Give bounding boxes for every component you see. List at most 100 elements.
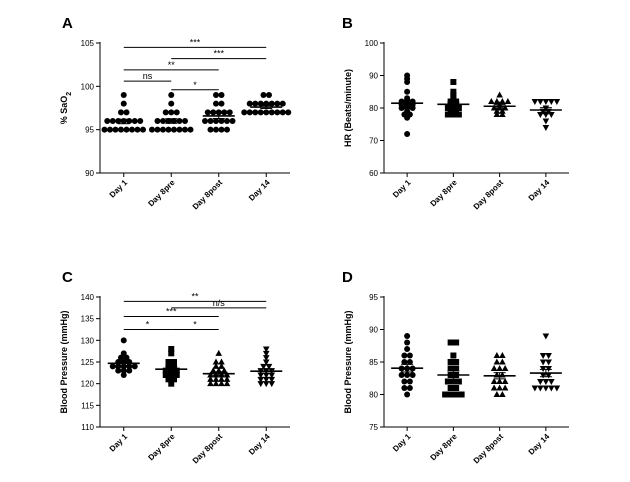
x-category-label: Day 1 — [391, 178, 413, 200]
data-point — [218, 380, 225, 387]
data-point — [165, 376, 172, 383]
data-point — [442, 391, 449, 398]
significance-label: ns — [143, 71, 153, 81]
data-point — [404, 346, 411, 352]
data-point — [453, 391, 460, 398]
data-point — [118, 109, 124, 116]
data-point — [126, 367, 133, 374]
y-axis-title: HR (Beats/minute) — [343, 69, 353, 147]
data-point — [218, 358, 225, 365]
data-point — [224, 126, 230, 133]
data-point — [218, 126, 225, 133]
data-point — [210, 109, 217, 116]
data-point — [123, 109, 130, 116]
data-point — [404, 372, 411, 378]
data-point — [252, 109, 259, 116]
data-point — [213, 118, 219, 124]
panel-d: D 75 80 85 90 95 Blood Pressure (mmHg) Day 1 Day… — [342, 269, 569, 465]
data-point — [109, 363, 116, 370]
data-point — [409, 105, 416, 111]
data-point — [262, 376, 270, 383]
data-point — [453, 98, 460, 105]
data-point — [120, 367, 127, 374]
data-point — [539, 359, 547, 366]
data-point — [455, 105, 462, 111]
data-point — [187, 126, 194, 133]
data-point — [444, 111, 451, 118]
x-category-label: Day 8post — [472, 178, 506, 212]
data-point — [548, 379, 555, 385]
data-point — [406, 352, 413, 359]
data-point — [120, 363, 127, 370]
data-point — [207, 126, 214, 133]
data-point — [107, 126, 113, 133]
significance-label: n/s — [213, 298, 226, 308]
data-point — [496, 384, 503, 391]
data-point — [212, 362, 220, 369]
x-category-label: Day 8pre — [146, 432, 177, 463]
x-category-label: Day 14 — [247, 432, 272, 457]
data-point — [168, 380, 175, 387]
significance-label: * — [193, 80, 197, 90]
data-point — [406, 359, 413, 365]
y-tick-label: 90 — [85, 169, 94, 178]
data-point — [204, 109, 211, 116]
y-axis-title-main: % SaO — [59, 96, 69, 125]
data-point — [542, 99, 550, 105]
data-point — [120, 92, 127, 98]
y-tick-label: 95 — [85, 126, 94, 135]
data-point — [173, 109, 180, 116]
data-point — [120, 372, 127, 378]
x-category-label: Day 1 — [391, 432, 413, 454]
y-tick-label: 70 — [369, 137, 378, 146]
data-point — [265, 363, 273, 370]
y-axis-title-main: Blood Pressure (mmHg) — [59, 310, 69, 413]
data-point — [493, 98, 501, 104]
data-point — [274, 100, 281, 107]
data-point — [257, 376, 265, 383]
data-point — [490, 365, 498, 371]
data-point — [548, 99, 555, 105]
x-category-label: Day 8pre — [146, 178, 177, 209]
data-point — [226, 109, 233, 116]
data-point — [213, 92, 219, 98]
x-category-label: Day 8post — [191, 432, 225, 466]
data-point — [450, 352, 457, 359]
data-point — [545, 372, 552, 379]
panel-label: A — [62, 15, 73, 32]
data-point — [246, 100, 253, 107]
data-point — [126, 363, 133, 370]
data-point — [104, 118, 111, 124]
data-point — [268, 109, 275, 116]
data-point — [545, 353, 552, 359]
data-point — [447, 365, 454, 372]
data-point — [213, 126, 219, 133]
data-point — [129, 126, 135, 133]
data-point — [409, 372, 416, 378]
data-point — [542, 112, 550, 118]
data-point — [171, 376, 177, 383]
y-tick-label: 135 — [81, 315, 95, 324]
data-point — [120, 100, 127, 107]
data-point — [229, 118, 236, 124]
data-point — [453, 385, 460, 391]
data-point — [285, 109, 292, 116]
data-point — [212, 358, 220, 365]
data-point — [115, 367, 122, 374]
y-tick-label: 80 — [369, 104, 378, 113]
data-point — [173, 372, 180, 378]
data-point — [274, 109, 281, 116]
data-point — [499, 107, 506, 114]
data-point — [123, 354, 130, 361]
y-tick-label: 110 — [81, 423, 94, 432]
data-point — [496, 378, 503, 384]
data-point — [542, 385, 550, 392]
data-point — [120, 350, 127, 357]
significance-label: ** — [168, 60, 176, 70]
data-point — [493, 391, 501, 397]
data-point — [268, 376, 276, 383]
data-point — [182, 126, 188, 133]
data-point — [218, 92, 225, 98]
y-tick-label: 120 — [81, 380, 95, 389]
data-point — [447, 98, 454, 105]
